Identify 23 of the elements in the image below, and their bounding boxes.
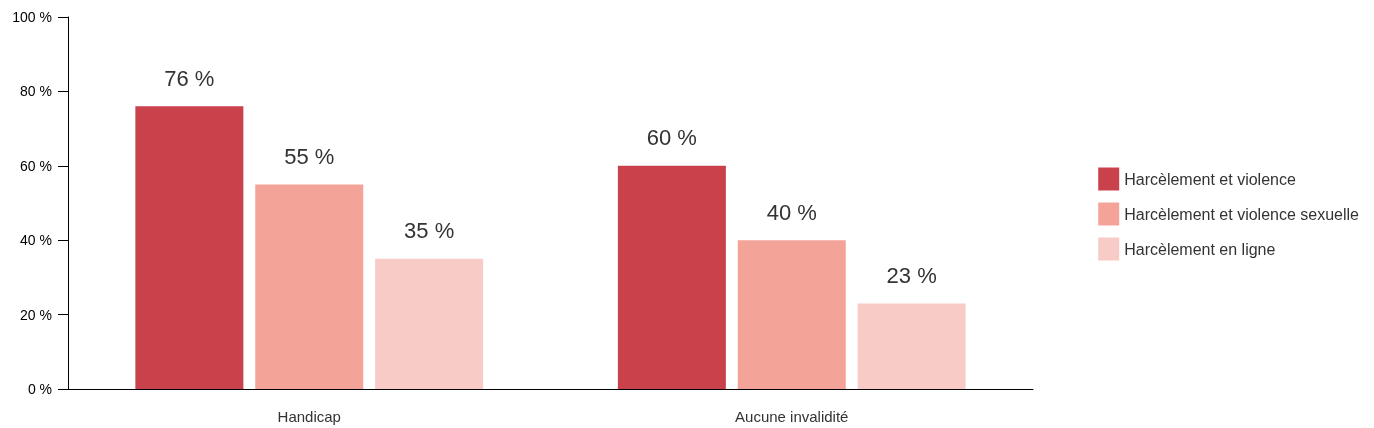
- bar: [737, 240, 846, 389]
- data-label: 76 %: [164, 65, 215, 91]
- legend-label: Harcèlement et violence: [1124, 170, 1296, 188]
- bar: [255, 184, 364, 389]
- data-label: 23 %: [886, 262, 937, 288]
- y-tick-label: 100 %: [12, 9, 52, 25]
- bar: [617, 165, 726, 389]
- legend-label: Harcèlement et violence sexuelle: [1124, 205, 1360, 223]
- x-tick-label: Handicap: [277, 408, 341, 425]
- data-label: 35 %: [404, 218, 455, 244]
- data-label: 40 %: [766, 199, 817, 225]
- data-label: 55 %: [284, 143, 335, 169]
- legend-label: Harcèlement en ligne: [1124, 240, 1276, 258]
- data-label: 60 %: [646, 125, 697, 151]
- bar: [375, 258, 484, 389]
- y-tick-label: 0 %: [27, 381, 52, 397]
- y-tick-label: 40 %: [20, 232, 52, 249]
- x-tick-label: Aucune invalidité: [735, 408, 849, 425]
- y-tick-label: 80 %: [20, 83, 52, 100]
- bar: [135, 106, 244, 389]
- y-tick-label: 60 %: [20, 157, 52, 174]
- y-tick-label: 20 %: [20, 306, 52, 323]
- bar: [857, 303, 966, 389]
